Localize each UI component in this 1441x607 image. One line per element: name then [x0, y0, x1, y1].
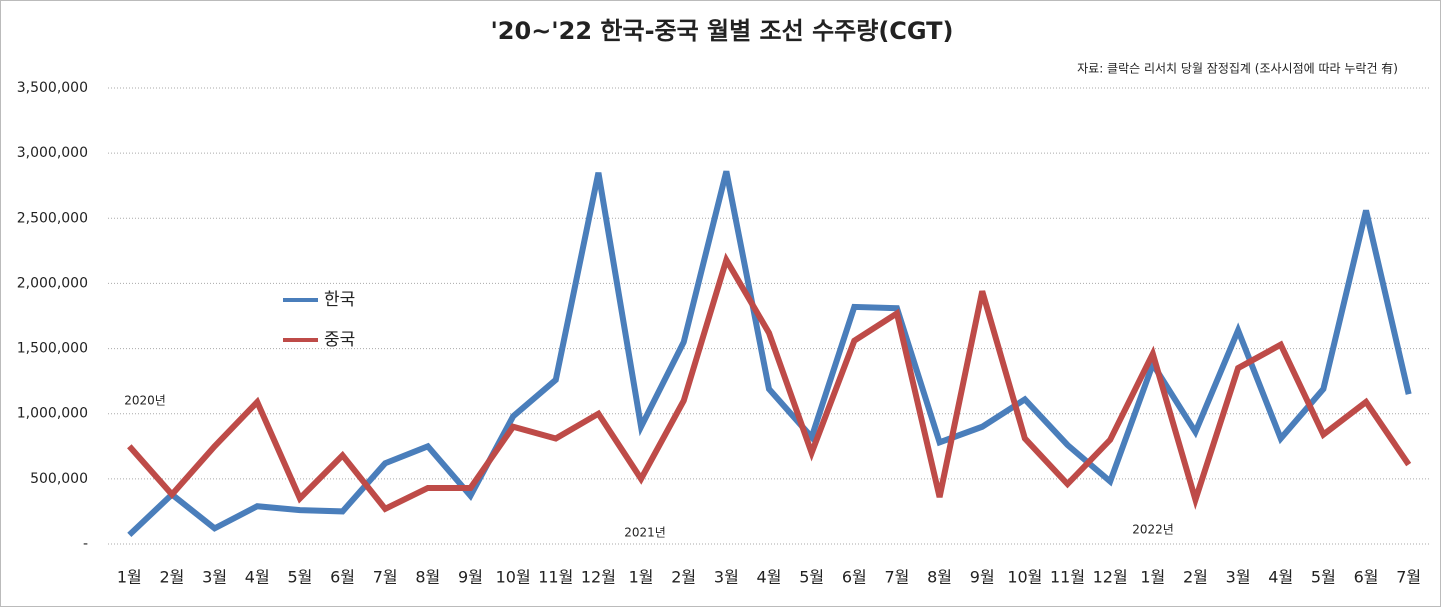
x-tick-label: 9월: [458, 568, 483, 587]
x-tick-label: 3월: [714, 568, 739, 587]
x-tick-label: 6월: [1354, 568, 1379, 587]
source-note: 자료: 클락슨 리서치 당월 잠정집계 (조사시점에 따라 누락건 有): [1077, 62, 1398, 76]
x-tick-label: 7월: [1396, 568, 1421, 587]
legend-label: 한국: [324, 290, 355, 310]
x-tick-label: 3월: [202, 568, 227, 587]
x-tick-label: 7월: [884, 568, 909, 587]
y-tick-label: 1,000,000: [17, 406, 88, 422]
x-tick-label: 1월: [629, 568, 654, 587]
y-tick-label: 3,500,000: [17, 80, 88, 96]
y-tick-label: 500,000: [30, 471, 88, 487]
x-tick-label: 11월: [1050, 568, 1085, 587]
x-tick-label: 5월: [1311, 568, 1336, 587]
x-tick-label: 5월: [799, 568, 824, 587]
y-tick-label: -: [83, 536, 88, 552]
x-tick-label: 12월: [581, 568, 616, 587]
x-tick-label: 10월: [496, 568, 531, 587]
x-tick-label: 1월: [117, 568, 142, 587]
series-line: [127, 170, 1412, 538]
chart-title: '20~'22 한국-중국 월별 조선 수주량(CGT): [490, 17, 953, 45]
x-tick-label: 3월: [1226, 568, 1251, 587]
x-tick-label: 8월: [415, 568, 440, 587]
x-tick-label: 4월: [245, 568, 270, 587]
y-tick-label: 1,500,000: [17, 341, 88, 357]
x-tick-label: 4월: [1268, 568, 1293, 587]
x-tick-label: 11월: [538, 568, 573, 587]
y-tick-label: 2,500,000: [17, 210, 88, 226]
x-tick-label: 7월: [373, 568, 398, 587]
year-annotation: 2020년: [124, 394, 166, 408]
year-annotation: 2022년: [1132, 523, 1174, 537]
series-line: [127, 252, 1412, 513]
y-tick-label: 3,000,000: [17, 145, 88, 161]
x-tick-label: 4월: [757, 568, 782, 587]
legend-label: 중국: [324, 330, 355, 350]
x-tick-label: 10월: [1007, 568, 1042, 587]
x-tick-label: 2월: [671, 568, 696, 587]
x-tick-label: 2월: [1183, 568, 1208, 587]
y-tick-label: 2,000,000: [17, 275, 88, 291]
x-tick-label: 6월: [330, 568, 355, 587]
x-tick-label: 12월: [1093, 568, 1128, 587]
x-tick-label: 2월: [160, 568, 185, 587]
x-tick-label: 1월: [1140, 568, 1165, 587]
x-tick-label: 8월: [927, 568, 952, 587]
year-annotation: 2021년: [624, 526, 666, 540]
x-tick-label: 6월: [842, 568, 867, 587]
x-tick-label: 5월: [287, 568, 312, 587]
x-tick-label: 9월: [970, 568, 995, 587]
